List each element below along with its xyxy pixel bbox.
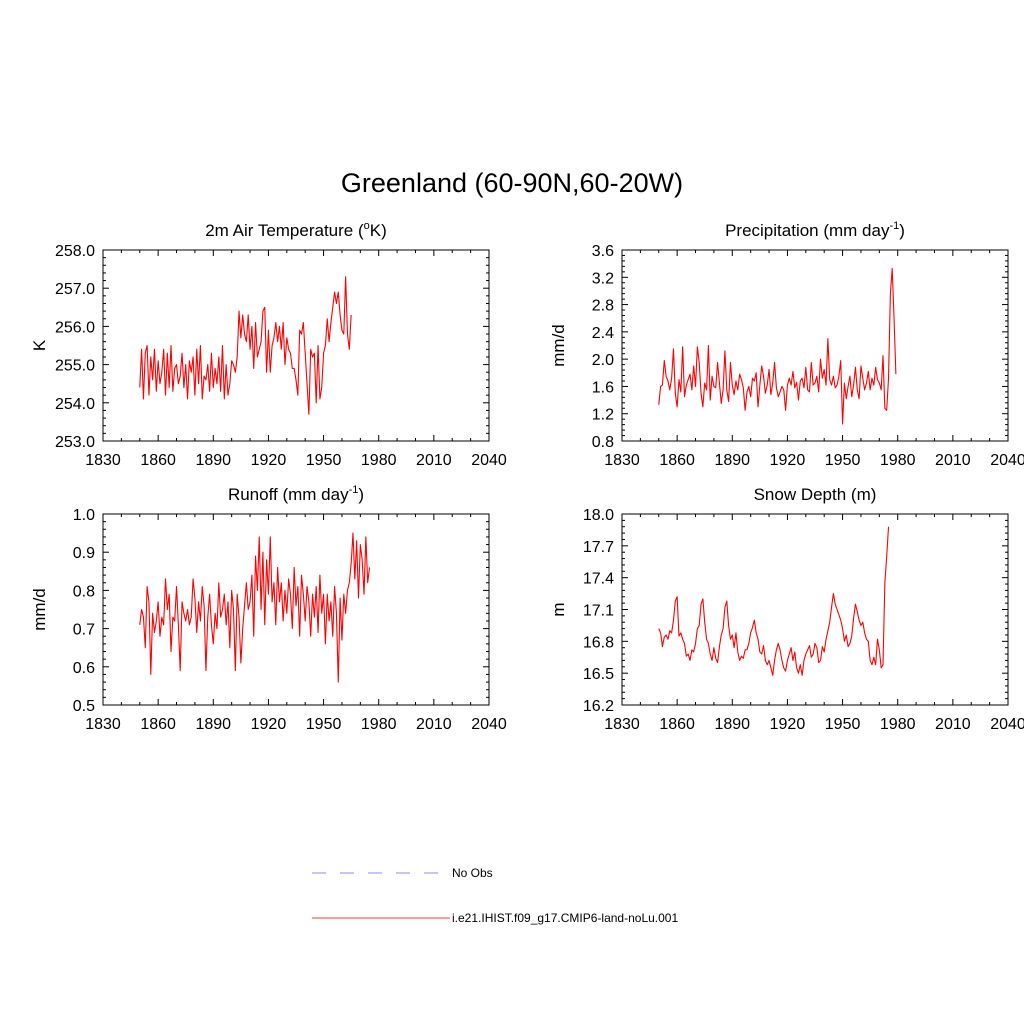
legend-label-no-obs: No Obs bbox=[452, 866, 493, 880]
precip-xtick-label: 1920 bbox=[770, 452, 806, 469]
temp-ytick-label: 257.0 bbox=[55, 281, 95, 298]
runoff-panel-title: Runoff (mm day-1) bbox=[228, 484, 364, 504]
runoff-title-superscript: -1 bbox=[349, 484, 359, 496]
snow-xtick-label: 1890 bbox=[714, 716, 750, 733]
legend-label-model: i.e21.IHIST.f09_g17.CMIP6-land-noLu.001 bbox=[452, 911, 679, 925]
snow-xtick-label: 1830 bbox=[604, 716, 640, 733]
snow-ytick-label: 16.5 bbox=[583, 666, 614, 683]
temp-xtick-label: 1890 bbox=[195, 452, 231, 469]
runoff-xtick-label: 1890 bbox=[195, 716, 231, 733]
precip-ylabel: mm/d bbox=[549, 324, 568, 367]
runoff-title-main: Runoff (mm day bbox=[228, 485, 349, 504]
snow-panel: 1830 1860 1890 1920 1950 1980 2010 2040 16.2 16.5… bbox=[549, 485, 1024, 733]
precip-title-superscript: -1 bbox=[889, 220, 899, 232]
precip-ytick-label: 2.0 bbox=[592, 352, 614, 369]
snow-ytick-label: 17.7 bbox=[583, 539, 614, 556]
precip-xtick-label: 1860 bbox=[659, 452, 695, 469]
runoff-ytick-label: 0.9 bbox=[73, 545, 95, 562]
snow-xtick-label: 1950 bbox=[825, 716, 861, 733]
precip-ytick-label: 0.8 bbox=[592, 434, 614, 451]
runoff-ytick-label: 1.0 bbox=[73, 507, 95, 524]
temp-plot-frame bbox=[102, 249, 490, 442]
runoff-plot-frame bbox=[102, 513, 490, 706]
precip-title-main: Precipitation (mm day bbox=[725, 221, 890, 240]
temp-xtick-label: 2010 bbox=[416, 452, 452, 469]
snow-title-main: Snow Depth (m) bbox=[754, 485, 877, 504]
snow-ytick-label: 17.1 bbox=[583, 603, 614, 620]
snow-ytick-label: 18.0 bbox=[583, 507, 614, 524]
runoff-ylabel: mm/d bbox=[30, 588, 49, 631]
runoff-xtick-label: 1950 bbox=[306, 716, 342, 733]
runoff-title-suffix: ) bbox=[358, 485, 364, 504]
precip-ytick-label: 2.4 bbox=[592, 325, 614, 342]
temp-xtick-label: 1860 bbox=[140, 452, 176, 469]
precip-plot-frame bbox=[621, 249, 1009, 442]
snow-ylabel: m bbox=[549, 602, 568, 616]
runoff-series-line-0 bbox=[139, 532, 371, 683]
runoff-ytick-label: 0.5 bbox=[73, 698, 95, 715]
runoff-ytick-label: 0.8 bbox=[73, 583, 95, 600]
snow-panel-title: Snow Depth (m) bbox=[754, 485, 877, 504]
snow-series-line-0 bbox=[658, 526, 890, 676]
precip-panel-title: Precipitation (mm day-1) bbox=[725, 220, 905, 240]
runoff-xtick-label: 2040 bbox=[471, 716, 507, 733]
temp-series-line-0 bbox=[139, 276, 352, 415]
precip-panel: 1830 1860 1890 1920 1950 1980 2010 2040 0.8 1.2 1.… bbox=[549, 220, 1024, 469]
snow-xtick-label: 1920 bbox=[770, 716, 806, 733]
snow-ytick-label: 16.8 bbox=[583, 634, 614, 651]
temp-ytick-label: 258.0 bbox=[55, 243, 95, 260]
precip-ytick-label: 3.2 bbox=[592, 270, 614, 287]
snow-xtick-label: 2010 bbox=[935, 716, 971, 733]
precip-xtick-label: 1830 bbox=[604, 452, 640, 469]
snow-ytick-label: 16.2 bbox=[583, 698, 614, 715]
precip-xtick-label: 1890 bbox=[714, 452, 750, 469]
temp-ytick-label: 255.0 bbox=[55, 358, 95, 375]
temp-ytick-label: 253.0 bbox=[55, 434, 95, 451]
runoff-xtick-label: 2010 bbox=[416, 716, 452, 733]
precip-xtick-label: 1950 bbox=[825, 452, 861, 469]
temp-xtick-label: 1950 bbox=[306, 452, 342, 469]
temp-title-main: 2m Air Temperature ( bbox=[205, 221, 364, 240]
temp-xtick-label: 1980 bbox=[361, 452, 397, 469]
precip-ytick-label: 1.2 bbox=[592, 407, 614, 424]
runoff-panel: 1830 1860 1890 1920 1950 1980 2010 2040 0.5 0.6 0.… bbox=[30, 484, 507, 733]
runoff-ytick-label: 0.6 bbox=[73, 660, 95, 677]
temp-ytick-label: 256.0 bbox=[55, 319, 95, 336]
precip-ytick-label: 3.6 bbox=[592, 243, 614, 260]
temp-xtick-label: 1920 bbox=[251, 452, 287, 469]
precip-ytick-label: 2.8 bbox=[592, 298, 614, 315]
snow-ytick-label: 17.4 bbox=[583, 571, 614, 588]
precip-title-suffix: ) bbox=[899, 221, 905, 240]
precip-series-line-0 bbox=[658, 267, 897, 425]
snow-xtick-label: 1860 bbox=[659, 716, 695, 733]
precip-xtick-label: 2040 bbox=[990, 452, 1024, 469]
temp-panel-title: 2m Air Temperature (oK) bbox=[205, 220, 387, 240]
runoff-ytick-label: 0.7 bbox=[73, 622, 95, 639]
runoff-xtick-label: 1980 bbox=[361, 716, 397, 733]
temp-panel: 1830 1860 1890 1920 1950 1980 2010 2040 253.0 254… bbox=[30, 220, 507, 469]
temp-xtick-label: 1830 bbox=[85, 452, 121, 469]
snow-xtick-label: 2040 bbox=[990, 716, 1024, 733]
precip-ytick-label: 1.6 bbox=[592, 379, 614, 396]
snow-xtick-label: 1980 bbox=[880, 716, 916, 733]
temp-ylabel: K bbox=[30, 339, 49, 351]
temp-title-superscript: o bbox=[364, 220, 370, 232]
runoff-xtick-label: 1860 bbox=[140, 716, 176, 733]
runoff-xtick-label: 1920 bbox=[251, 716, 287, 733]
runoff-xtick-label: 1830 bbox=[85, 716, 121, 733]
figure-title: Greenland (60-90N,60-20W) bbox=[340, 168, 684, 198]
precip-xtick-label: 1980 bbox=[880, 452, 916, 469]
temp-xtick-label: 2040 bbox=[471, 452, 507, 469]
temp-title-suffix: K) bbox=[370, 221, 387, 240]
snow-plot-frame bbox=[621, 513, 1009, 706]
temp-ytick-label: 254.0 bbox=[55, 396, 95, 413]
precip-xtick-label: 2010 bbox=[935, 452, 971, 469]
